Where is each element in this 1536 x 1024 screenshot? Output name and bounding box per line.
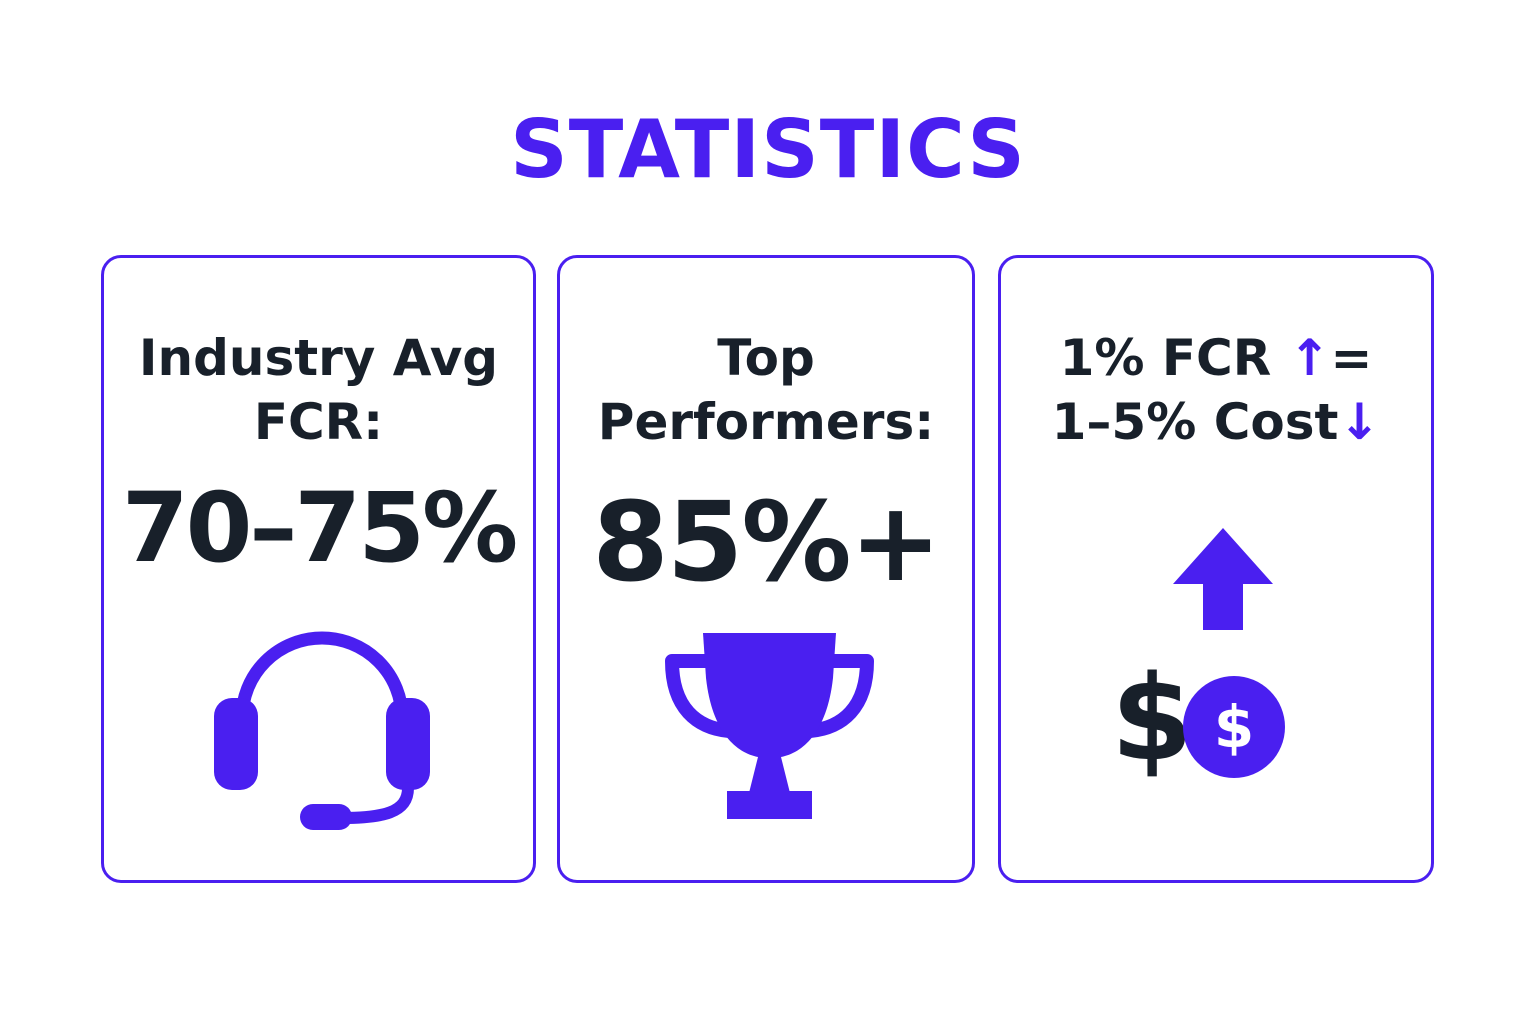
up-arrow-icon bbox=[1173, 528, 1273, 630]
label-text: = bbox=[1330, 329, 1373, 387]
card-label-line: Top bbox=[717, 329, 815, 387]
card-label-line: 1–5% Cost↓ bbox=[1001, 390, 1431, 454]
up-arrow-icon: ↑ bbox=[1288, 329, 1331, 387]
card-label: Industry Avg FCR: bbox=[104, 326, 533, 454]
down-arrow-icon: ↓ bbox=[1338, 393, 1381, 451]
label-text: 1–5% Cost bbox=[1051, 393, 1339, 451]
card-label-line: Performers: bbox=[597, 393, 935, 451]
trophy-icon bbox=[665, 633, 874, 819]
stat-card-industry-avg: Industry Avg FCR: 70–75% bbox=[101, 255, 536, 883]
card-label-line: Industry Avg bbox=[138, 329, 499, 387]
headset-icon bbox=[214, 631, 430, 830]
dollar-coin-icon: $ bbox=[1183, 676, 1285, 778]
label-text: 1% FCR bbox=[1059, 329, 1289, 387]
stat-card-top-performers: Top Performers: 85%+ bbox=[557, 255, 975, 883]
page-title: STATISTICS bbox=[510, 103, 1026, 196]
card-label-line: 1% FCR ↑= bbox=[1001, 326, 1431, 390]
card-value: 70–75% bbox=[121, 472, 518, 584]
card-label-line: FCR: bbox=[253, 393, 384, 451]
card-label: 1% FCR ↑= 1–5% Cost↓ bbox=[1001, 326, 1431, 454]
card-value: 85%+ bbox=[592, 478, 941, 606]
stat-card-cost-impact: 1% FCR ↑= 1–5% Cost↓ $ $ bbox=[998, 255, 1434, 883]
dollar-sign-icon: $ bbox=[1111, 649, 1194, 787]
card-label: Top Performers: bbox=[560, 326, 972, 454]
